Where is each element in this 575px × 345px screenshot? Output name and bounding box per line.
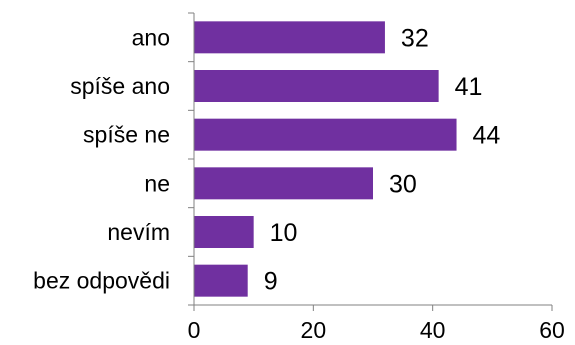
labels-layer: ano 32 spíše ano 41 spíše ne 44 ne 30 nevím 10 bez… xyxy=(33,24,565,343)
category-label-nevim: nevím xyxy=(107,219,170,245)
value-label-nevim: 10 xyxy=(270,219,298,247)
category-label-bez-odpovedi: bez odpovědi xyxy=(33,268,170,294)
category-label-spise-ne: spíše ne xyxy=(83,122,170,148)
x-tick-label-40: 40 xyxy=(420,317,446,343)
value-label-spise-ne: 44 xyxy=(473,122,501,150)
bar-spise-ne xyxy=(194,118,457,151)
bars-layer xyxy=(194,21,457,297)
x-tick-label-20: 20 xyxy=(301,317,327,343)
value-label-ne: 30 xyxy=(389,170,417,198)
bar-ano xyxy=(194,21,385,54)
bar-nevim xyxy=(194,216,254,248)
value-label-ano: 32 xyxy=(401,24,429,52)
category-label-spise-ano: spíše ano xyxy=(70,73,170,99)
category-label-ano: ano xyxy=(132,24,170,50)
bar-spise-ano xyxy=(194,70,439,102)
value-label-spise-ano: 41 xyxy=(455,73,483,101)
x-tick-label-0: 0 xyxy=(188,317,201,343)
bar-ne xyxy=(194,167,373,200)
value-label-bez-odpovedi: 9 xyxy=(264,268,278,296)
category-label-ne: ne xyxy=(144,170,170,196)
axes-layer xyxy=(188,12,553,311)
bar-bez-odpovedi xyxy=(194,264,248,297)
x-tick-label-60: 60 xyxy=(539,317,565,343)
